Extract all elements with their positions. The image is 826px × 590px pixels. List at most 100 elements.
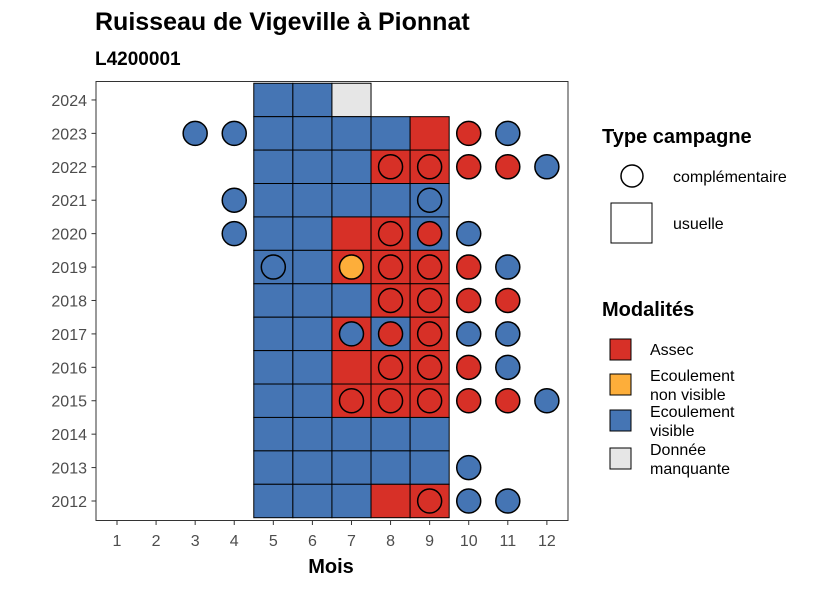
tile-2018-7 — [331, 283, 372, 318]
point-2018-8 — [377, 287, 404, 314]
y-tick-label: 2015 — [51, 394, 87, 411]
point-2019-11 — [495, 254, 521, 280]
tile-2014-6 — [292, 416, 333, 452]
point-2016-8 — [377, 354, 404, 381]
complementaire-points — [182, 120, 560, 514]
point-2016-11 — [495, 354, 521, 381]
point-2017-11 — [495, 321, 521, 347]
legend-label-usuelle: usuelle — [673, 216, 724, 233]
point-2020-10 — [455, 220, 482, 247]
x-tick-label: 1 — [113, 533, 122, 550]
tile-2013-6 — [292, 450, 333, 485]
legend-key-complementaire — [620, 164, 644, 188]
y-tick-label: 2017 — [51, 327, 87, 344]
tile-2014-7 — [331, 416, 372, 452]
point-2022-11 — [495, 154, 521, 180]
x-tick-label: 5 — [269, 533, 278, 550]
tile-2013-7 — [331, 450, 372, 485]
tile-2021-8 — [370, 183, 411, 218]
tile-2016-6 — [292, 350, 333, 385]
tile-2012-5 — [253, 483, 294, 519]
tile-2024-6 — [292, 82, 333, 118]
point-2021-9 — [416, 187, 443, 213]
usuelle-tiles — [253, 82, 450, 519]
tile-2021-7 — [331, 183, 372, 218]
point-2018-9 — [416, 287, 443, 314]
point-2017-10 — [455, 321, 482, 347]
y-tick-label: 2024 — [51, 93, 87, 110]
point-2015-10 — [455, 387, 482, 414]
y-tick-label: 2022 — [51, 160, 87, 177]
tile-2021-6 — [292, 183, 333, 218]
tile-2014-5 — [253, 416, 294, 452]
chart-subtitle: L4200001 — [95, 49, 181, 70]
tile-2012-6 — [292, 483, 333, 519]
point-2022-10 — [455, 154, 482, 180]
point-2020-8 — [377, 220, 404, 247]
point-2019-9 — [416, 254, 443, 280]
y-axis: 2012 2013 2014 2015 2016 2017 2018 2019 2020 2021… — [51, 93, 96, 511]
point-2012-11 — [495, 488, 521, 514]
point-2019-5 — [260, 254, 287, 280]
y-tick-label: 2018 — [51, 293, 87, 310]
tile-2020-5 — [253, 216, 294, 251]
point-2015-7 — [338, 387, 365, 414]
point-2020-4 — [221, 220, 247, 247]
point-2019-10 — [455, 254, 482, 280]
chart-title: Ruisseau de Vigeville à Pionnat — [95, 8, 470, 36]
y-tick-label: 2016 — [51, 360, 87, 377]
legend-key-donn-e-manquante — [609, 447, 632, 470]
point-2022-9 — [416, 154, 443, 180]
tile-2017-6 — [292, 316, 333, 352]
point-2016-9 — [416, 354, 443, 381]
point-2012-10 — [455, 488, 482, 514]
legend-shape-title: Type campagne — [602, 126, 752, 148]
point-2018-11 — [495, 287, 521, 314]
legend-fill-label: visible — [650, 423, 695, 440]
point-2023-11 — [495, 120, 521, 147]
point-2019-7 — [338, 254, 365, 280]
y-tick-label: 2012 — [51, 494, 87, 511]
x-tick-label: 4 — [230, 533, 239, 550]
tile-2024-7 — [331, 82, 372, 118]
point-2017-8 — [377, 321, 404, 347]
point-2023-3 — [182, 120, 208, 147]
x-tick-label: 8 — [386, 533, 395, 550]
tile-2021-5 — [253, 183, 294, 218]
tile-2022-5 — [253, 149, 294, 185]
point-2015-11 — [495, 387, 521, 414]
legend-type-campagne: Type campagne complémentaire usuelle — [602, 126, 787, 244]
x-tick-label: 10 — [460, 533, 478, 550]
tile-2016-7 — [331, 350, 372, 385]
tile-2023-5 — [253, 116, 294, 151]
legend-fill-label: Donnée — [650, 442, 706, 459]
legend-key-ecoulement-non-visible — [609, 373, 632, 396]
x-axis-title: Mois — [308, 556, 354, 578]
point-2015-12 — [534, 387, 560, 414]
y-tick-label: 2013 — [51, 461, 87, 478]
tile-2023-8 — [370, 116, 411, 151]
point-2020-9 — [416, 220, 443, 247]
tile-2014-8 — [370, 416, 411, 452]
tile-2022-6 — [292, 149, 333, 185]
tile-2023-9 — [409, 116, 450, 151]
tile-2015-5 — [253, 383, 294, 418]
tile-2013-9 — [409, 450, 450, 485]
tile-2015-6 — [292, 383, 333, 418]
tile-2020-7 — [331, 216, 372, 251]
point-2012-9 — [416, 488, 443, 514]
legend-label-complementaire: complémentaire — [673, 169, 787, 186]
point-2015-8 — [377, 387, 404, 414]
y-tick-label: 2014 — [51, 427, 87, 444]
y-tick-label: 2021 — [51, 193, 87, 210]
tile-2013-5 — [253, 450, 294, 485]
legend-fill-label: Ecoulement — [650, 404, 735, 421]
point-2022-8 — [377, 154, 404, 180]
tile-2024-5 — [253, 82, 294, 118]
tile-2013-8 — [370, 450, 411, 485]
point-2013-10 — [455, 454, 482, 481]
point-2015-9 — [416, 387, 443, 414]
point-2017-9 — [416, 321, 443, 347]
legend-fill-label: Ecoulement — [650, 368, 735, 385]
